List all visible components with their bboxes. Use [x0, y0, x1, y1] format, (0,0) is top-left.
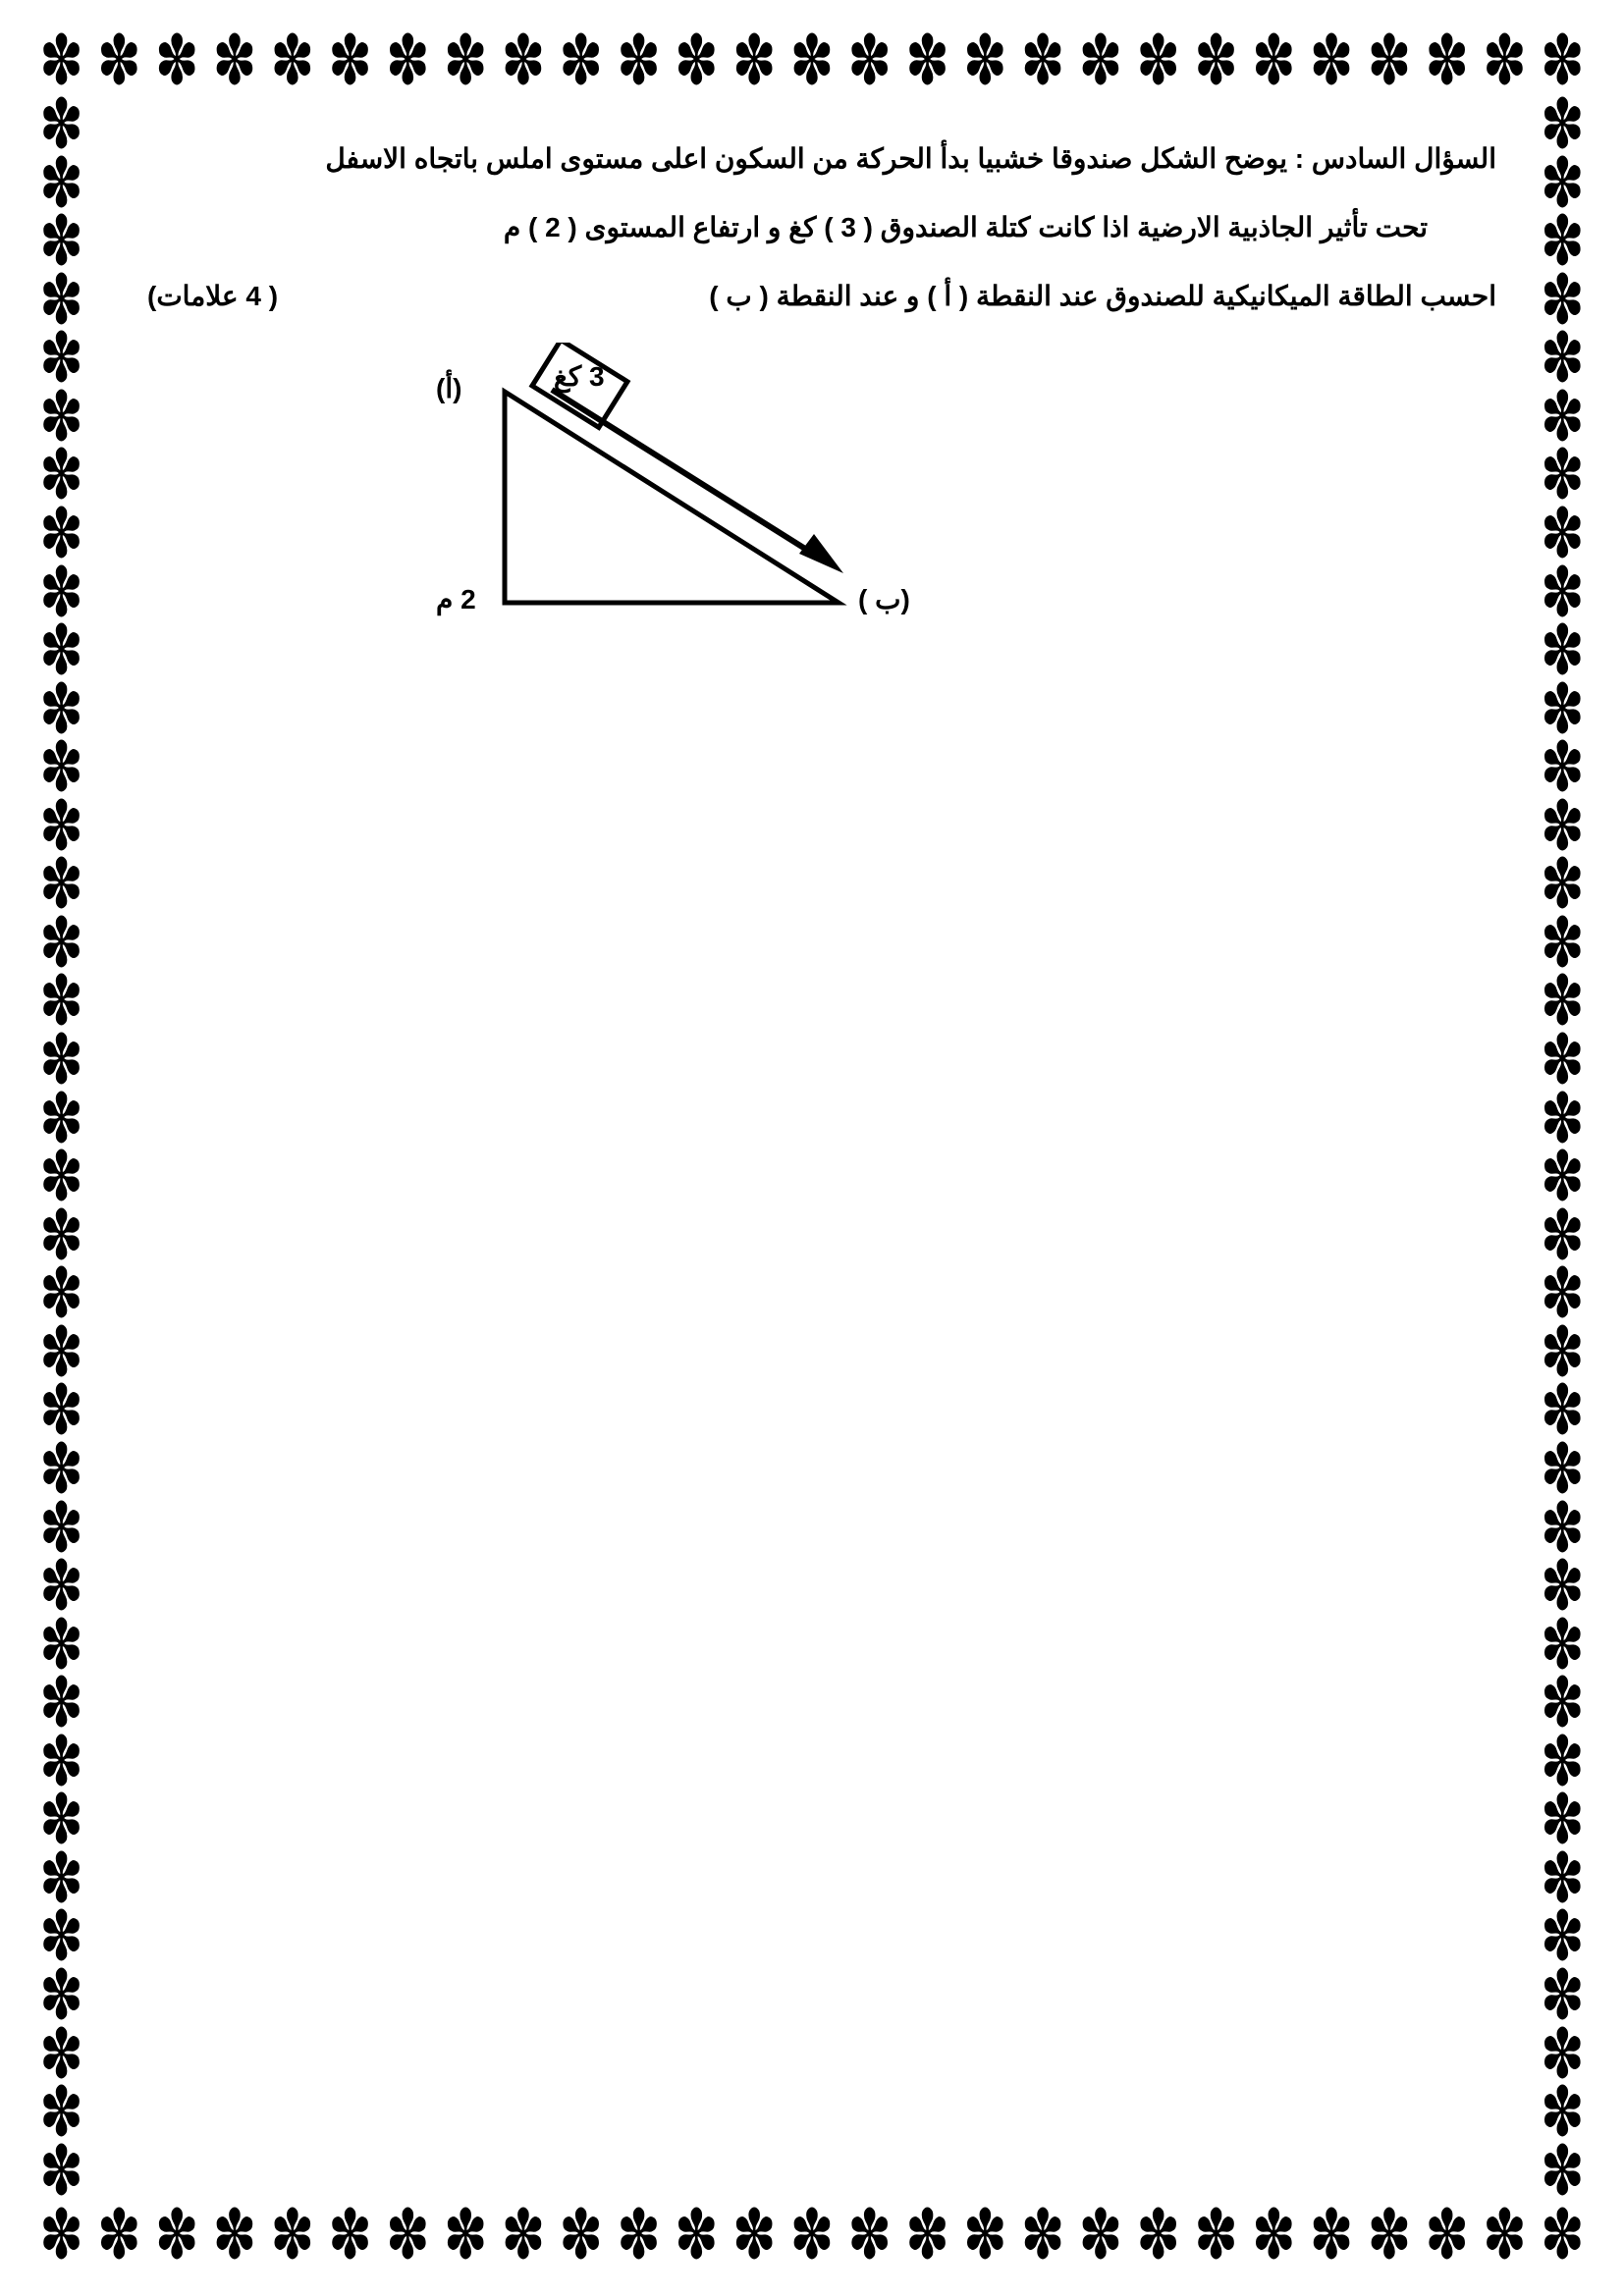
question-line-3-main: احسب الطاقة الميكانيكية للصندوق عند النق… — [278, 275, 1496, 319]
content-area: السؤال السادس : يوضح الشكل صندوقا خشبيا … — [128, 137, 1496, 647]
label-point-b: (ب ) — [858, 583, 910, 615]
diagram: (أ) (ب ) 3 كغ 2 م — [308, 343, 1123, 647]
border-left: ✽✽✽✽✽✽✽✽✽✽✽✽✽✽✽✽✽✽✽✽✽✽✽✽✽✽✽✽✽✽✽✽✽✽✽✽ — [39, 98, 83, 2198]
question-line-2: تحت تأثير الجاذبية الارضية اذا كانت كتلة… — [128, 206, 1496, 250]
triangle-incline — [505, 392, 839, 603]
border-right: ✽✽✽✽✽✽✽✽✽✽✽✽✽✽✽✽✽✽✽✽✽✽✽✽✽✽✽✽✽✽✽✽✽✽✽✽ — [1541, 98, 1585, 2198]
motion-arrow-head — [799, 534, 843, 573]
label-point-a: (أ) — [436, 372, 461, 404]
border-top: ✽✽✽✽✽✽✽✽✽✽✽✽✽✽✽✽✽✽✽✽✽✽✽✽✽✽✽ — [39, 34, 1585, 87]
label-height: 2 م — [436, 583, 476, 615]
border-bottom: ✽✽✽✽✽✽✽✽✽✽✽✽✽✽✽✽✽✽✽✽✽✽✽✽✽✽✽ — [39, 2209, 1585, 2262]
diagram-svg — [308, 343, 1123, 647]
question-line-3: احسب الطاقة الميكانيكية للصندوق عند النق… — [128, 275, 1496, 319]
page-container: ✽✽✽✽✽✽✽✽✽✽✽✽✽✽✽✽✽✽✽✽✽✽✽✽✽✽✽ ✽✽✽✽✽✽✽✽✽✽✽✽… — [0, 0, 1624, 2296]
question-line-1: السؤال السادس : يوضح الشكل صندوقا خشبيا … — [128, 137, 1496, 182]
label-mass: 3 كغ — [554, 360, 605, 393]
motion-arrow-line — [552, 390, 829, 563]
question-marks: ( 4 علامات) — [128, 275, 278, 319]
